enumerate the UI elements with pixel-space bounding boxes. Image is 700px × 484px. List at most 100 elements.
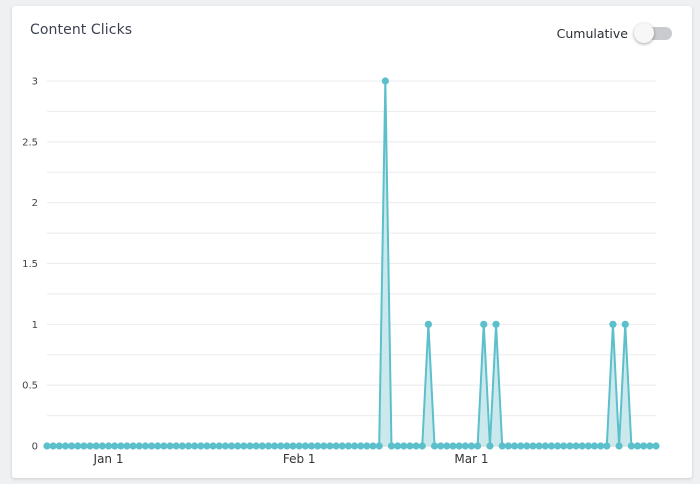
data-point [609, 320, 617, 328]
data-point [295, 442, 303, 450]
chart-card: Content Clicks Cumulative [12, 6, 692, 478]
data-point [621, 320, 629, 328]
data-point [529, 442, 537, 450]
data-point [566, 442, 574, 450]
data-point [535, 442, 543, 450]
data-point [314, 442, 322, 450]
data-point [430, 442, 439, 450]
data-point [406, 442, 414, 450]
data-point [320, 442, 328, 450]
data-point [227, 442, 236, 450]
data-point [49, 442, 57, 450]
data-point [344, 442, 353, 450]
data-point [215, 442, 223, 450]
data-point [301, 442, 309, 450]
data-point [627, 442, 635, 450]
y-tick-label: 3 [32, 77, 38, 88]
data-point [61, 442, 70, 450]
data-point [547, 442, 556, 450]
data-point [394, 442, 402, 450]
data-point [92, 442, 100, 450]
data-point [289, 442, 297, 450]
data-point [597, 442, 605, 450]
data-point [418, 442, 426, 450]
data-point [129, 442, 137, 450]
data-point [326, 442, 334, 450]
data-point [504, 442, 512, 450]
grid-lines [47, 80, 656, 447]
x-tick-label: Mar 1 [454, 452, 488, 466]
data-point [154, 442, 162, 450]
data-point [443, 442, 451, 450]
data-point [283, 442, 291, 450]
data-point [363, 442, 371, 450]
data-point [449, 442, 457, 450]
data-point [603, 442, 611, 450]
x-axis-labels: Jan 1 Feb 1 Mar 1 [93, 452, 489, 466]
y-tick-label: 2 [32, 198, 38, 209]
data-point [467, 442, 476, 450]
toggle-knob [634, 23, 654, 43]
y-tick-label: 0 [32, 442, 38, 453]
data-point [271, 442, 279, 450]
data-point [166, 442, 174, 450]
data-point [135, 442, 143, 450]
data-point [357, 442, 365, 450]
data-point [117, 442, 125, 450]
x-tick-label: Feb 1 [283, 452, 316, 466]
y-tick-label: 1 [32, 320, 38, 331]
data-point [338, 442, 346, 450]
cumulative-toggle[interactable] [634, 23, 672, 43]
data-point [178, 442, 186, 450]
data-point [252, 442, 260, 450]
data-point [369, 442, 377, 450]
data-point [541, 442, 549, 450]
data-point [197, 442, 205, 450]
data-point [43, 442, 51, 450]
data-point [160, 442, 168, 450]
data-point [437, 442, 445, 450]
data-point [172, 442, 180, 450]
data-point [640, 442, 648, 450]
data-point [98, 442, 106, 450]
data-point [203, 442, 211, 450]
data-point [74, 442, 82, 450]
data-point [246, 442, 254, 450]
data-points [43, 77, 660, 450]
y-tick-label: 1.5 [22, 259, 38, 270]
y-tick-label: 0.5 [22, 381, 38, 392]
data-point [560, 442, 568, 450]
data-point [234, 442, 242, 450]
data-point [111, 442, 119, 450]
data-point [412, 442, 420, 450]
data-point [209, 442, 217, 450]
data-point [652, 442, 660, 450]
data-point [615, 442, 623, 450]
data-point [381, 77, 389, 85]
data-point [517, 442, 525, 450]
cumulative-control: Cumulative [556, 23, 672, 43]
x-tick-label: Jan 1 [93, 452, 124, 466]
data-point [492, 320, 500, 328]
data-point [68, 442, 76, 450]
data-point [480, 320, 488, 328]
cumulative-label: Cumulative [556, 25, 628, 41]
data-point [584, 442, 592, 450]
data-point [350, 442, 359, 450]
data-point [184, 442, 193, 450]
data-point [523, 442, 531, 450]
data-point [578, 442, 586, 450]
data-point [572, 442, 580, 450]
chart-title: Content Clicks [30, 22, 133, 38]
data-point [510, 442, 519, 450]
data-point [104, 442, 113, 450]
y-axis-labels: 0 0.5 1 1.5 2 2.5 3 [22, 77, 38, 453]
data-point [590, 442, 599, 450]
data-point [221, 442, 229, 450]
data-point [258, 442, 266, 450]
data-point [147, 442, 156, 450]
data-point [240, 442, 248, 450]
data-point [264, 442, 273, 450]
data-point [307, 442, 316, 450]
